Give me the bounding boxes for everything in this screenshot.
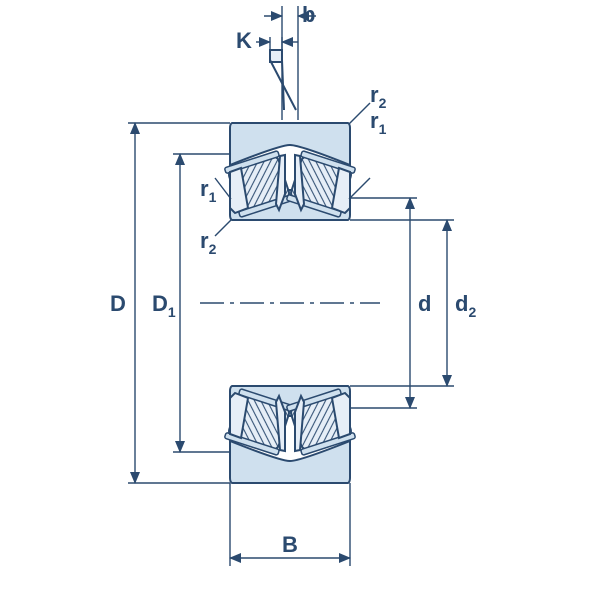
bearing-cross-section-diagram: D D1 d d2 B b	[0, 0, 600, 600]
label-r1-bot: r1	[200, 176, 217, 205]
label-d2-sub: 2	[468, 304, 476, 320]
label-K: K	[236, 28, 252, 53]
label-B-main: B	[282, 532, 298, 557]
label-r1b-sub: 1	[209, 189, 217, 205]
label-D1-main: D	[152, 291, 168, 316]
label-d: d	[418, 291, 431, 316]
label-d-main: d	[418, 291, 431, 316]
label-d2: d2	[455, 291, 476, 320]
guide-ring	[270, 50, 296, 110]
label-r1t-sub: 1	[379, 121, 387, 137]
outer-ring-top	[230, 123, 350, 165]
label-r2b-sub: 2	[209, 241, 217, 257]
label-d2-main: d	[455, 291, 468, 316]
label-K-main: K	[236, 28, 252, 53]
label-D1: D1	[152, 291, 176, 320]
label-r2-bot: r2	[200, 228, 217, 257]
label-r2t-sub: 2	[379, 95, 387, 111]
outer-ring-bottom	[230, 441, 350, 483]
label-r1-top: r1	[370, 108, 387, 137]
label-b-main: b	[302, 2, 315, 27]
label-D-main: D	[110, 291, 126, 316]
label-B: B	[282, 532, 298, 557]
label-D: D	[110, 291, 126, 316]
dim-K	[256, 37, 298, 50]
label-r2-top: r2	[370, 82, 387, 111]
label-D1-sub: 1	[168, 304, 176, 320]
label-b: b	[302, 2, 315, 27]
